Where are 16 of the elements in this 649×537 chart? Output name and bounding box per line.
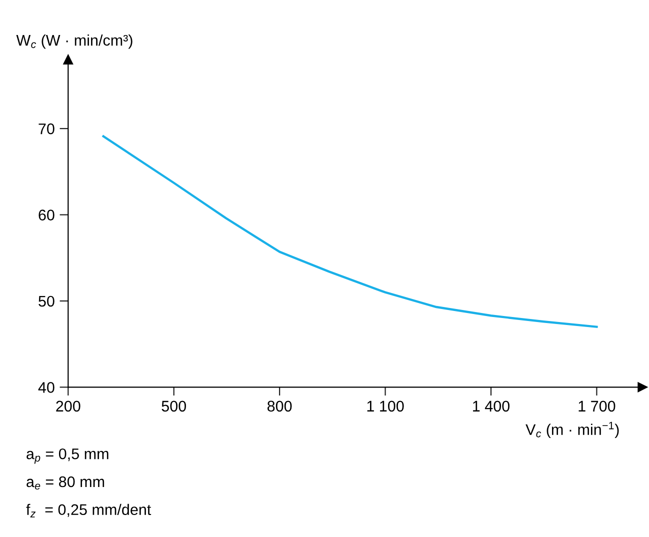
y-tick-label: 60 xyxy=(38,210,54,220)
x-tick-label: 1 700 xyxy=(578,400,616,412)
y-tick-label: 50 xyxy=(38,296,54,307)
x-tick-label: 1 400 xyxy=(473,400,510,412)
text: f$_{z}$ = 0,25 mm/dent xyxy=(26,504,152,518)
text: a$_{p}$ = 0,5 mm xyxy=(26,448,108,464)
x-tick-label: 1 100 xyxy=(367,400,404,412)
y-axis-title: W$_{c}$ (W · min/cm³) xyxy=(16,34,132,49)
x-tick-label: 500 xyxy=(162,400,186,412)
text: a$_{e}$ = 80 mm xyxy=(26,476,104,490)
line-series xyxy=(102,135,598,328)
x-axis-title: V$_{c}$ (m · min$^{−1}$) xyxy=(526,422,619,438)
y-tick-label: 40 xyxy=(38,382,54,393)
x-tick-label: 800 xyxy=(267,400,292,412)
y-tick-label: 70 xyxy=(38,123,54,134)
x-tick-label: 200 xyxy=(56,400,80,412)
